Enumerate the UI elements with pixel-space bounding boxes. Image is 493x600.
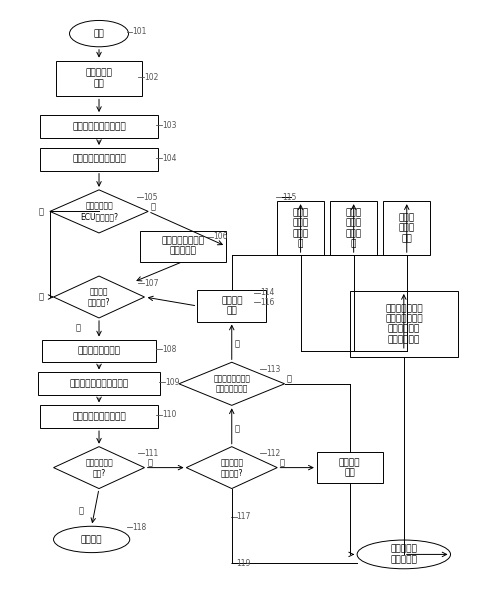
Text: 101: 101 xyxy=(133,28,147,37)
Text: 从多个信息分类
存储中推导出故
障信息统计报
告，诊断报告: 从多个信息分类 存储中推导出故 障信息统计报 告，诊断报告 xyxy=(385,304,423,344)
Text: 选择匹配车辆通讯协议: 选择匹配车辆通讯协议 xyxy=(72,122,126,131)
Text: 车辆诊
断信息
分类存
储: 车辆诊 断信息 分类存 储 xyxy=(346,208,362,248)
Text: 平台信
息分类
存储: 平台信 息分类 存储 xyxy=(399,213,415,243)
Text: 获得平台信息，车辆信息: 获得平台信息，车辆信息 xyxy=(70,379,129,388)
FancyBboxPatch shape xyxy=(197,290,266,322)
Text: 否: 否 xyxy=(287,374,292,383)
Text: 119: 119 xyxy=(237,559,251,568)
Text: 107: 107 xyxy=(144,279,159,288)
Text: 108: 108 xyxy=(162,344,176,353)
Ellipse shape xyxy=(54,526,130,553)
Text: 结束本次
车辆诊断?: 结束本次 车辆诊断? xyxy=(88,287,110,307)
Text: 结束服务后
台数据处理: 结束服务后 台数据处理 xyxy=(390,545,417,564)
Text: 增加新的车辆诊断
信息子节点: 增加新的车辆诊断 信息子节点 xyxy=(161,236,204,256)
Text: 113: 113 xyxy=(266,365,281,374)
FancyBboxPatch shape xyxy=(384,201,430,255)
Text: 否: 否 xyxy=(78,506,83,515)
Text: 否: 否 xyxy=(39,293,44,302)
Text: 118: 118 xyxy=(133,523,147,532)
Text: 否: 否 xyxy=(280,458,285,467)
Ellipse shape xyxy=(70,20,129,47)
FancyBboxPatch shape xyxy=(40,115,158,138)
Text: 109: 109 xyxy=(165,377,180,386)
Text: 是: 是 xyxy=(235,424,240,433)
FancyBboxPatch shape xyxy=(40,406,158,428)
FancyBboxPatch shape xyxy=(277,201,324,255)
Text: 114: 114 xyxy=(260,289,275,298)
Text: 车辆信
息数据
分类存
储: 车辆信 息数据 分类存 储 xyxy=(292,208,309,248)
Polygon shape xyxy=(54,276,144,318)
Text: 102: 102 xyxy=(144,73,159,82)
Text: 117: 117 xyxy=(237,512,251,521)
Polygon shape xyxy=(54,446,144,488)
Text: 是: 是 xyxy=(75,323,80,332)
Text: 103: 103 xyxy=(162,121,176,130)
FancyBboxPatch shape xyxy=(40,148,158,170)
Polygon shape xyxy=(50,190,148,233)
FancyBboxPatch shape xyxy=(350,291,458,357)
Text: 发送方身份
验证通过?: 发送方身份 验证通过? xyxy=(220,458,244,478)
Text: 104: 104 xyxy=(162,154,176,163)
FancyBboxPatch shape xyxy=(140,230,226,262)
FancyBboxPatch shape xyxy=(317,452,383,483)
FancyBboxPatch shape xyxy=(42,340,156,362)
Text: 106: 106 xyxy=(213,232,228,241)
Text: 记录错误
日志: 记录错误 日志 xyxy=(339,458,360,478)
Ellipse shape xyxy=(357,540,451,569)
Text: 是: 是 xyxy=(235,340,240,349)
Text: 检测待测车辆故障信息: 检测待测车辆故障信息 xyxy=(72,155,126,164)
FancyBboxPatch shape xyxy=(37,373,160,395)
Text: 112: 112 xyxy=(266,449,281,458)
Text: 是否发送诊断
报告?: 是否发送诊断 报告? xyxy=(85,458,113,478)
Text: 分解诊断
报告: 分解诊断 报告 xyxy=(221,296,243,316)
Text: 否: 否 xyxy=(39,207,44,216)
Text: 是: 是 xyxy=(151,203,156,212)
Polygon shape xyxy=(186,446,277,488)
Polygon shape xyxy=(179,362,284,406)
Text: 105: 105 xyxy=(143,193,158,202)
Text: 是: 是 xyxy=(147,458,152,467)
Text: 110: 110 xyxy=(162,410,176,419)
Text: 解密，校验诊断报
告数据是否完整: 解密，校验诊断报 告数据是否完整 xyxy=(213,374,250,394)
Text: 生成车辆诊断信息: 生成车辆诊断信息 xyxy=(77,346,120,355)
Text: 系统参数初
始化: 系统参数初 始化 xyxy=(86,69,112,88)
Text: 获得新的车辆
ECU诊断信息?: 获得新的车辆 ECU诊断信息? xyxy=(80,202,118,221)
Text: 结束诊断: 结束诊断 xyxy=(81,535,103,544)
Text: 生成诊断报告，并加密: 生成诊断报告，并加密 xyxy=(72,412,126,421)
FancyBboxPatch shape xyxy=(56,61,142,97)
Text: 116: 116 xyxy=(260,298,275,307)
Text: 开始: 开始 xyxy=(94,29,105,38)
Text: 115: 115 xyxy=(282,193,296,202)
FancyBboxPatch shape xyxy=(330,201,377,255)
Text: 111: 111 xyxy=(144,449,158,458)
